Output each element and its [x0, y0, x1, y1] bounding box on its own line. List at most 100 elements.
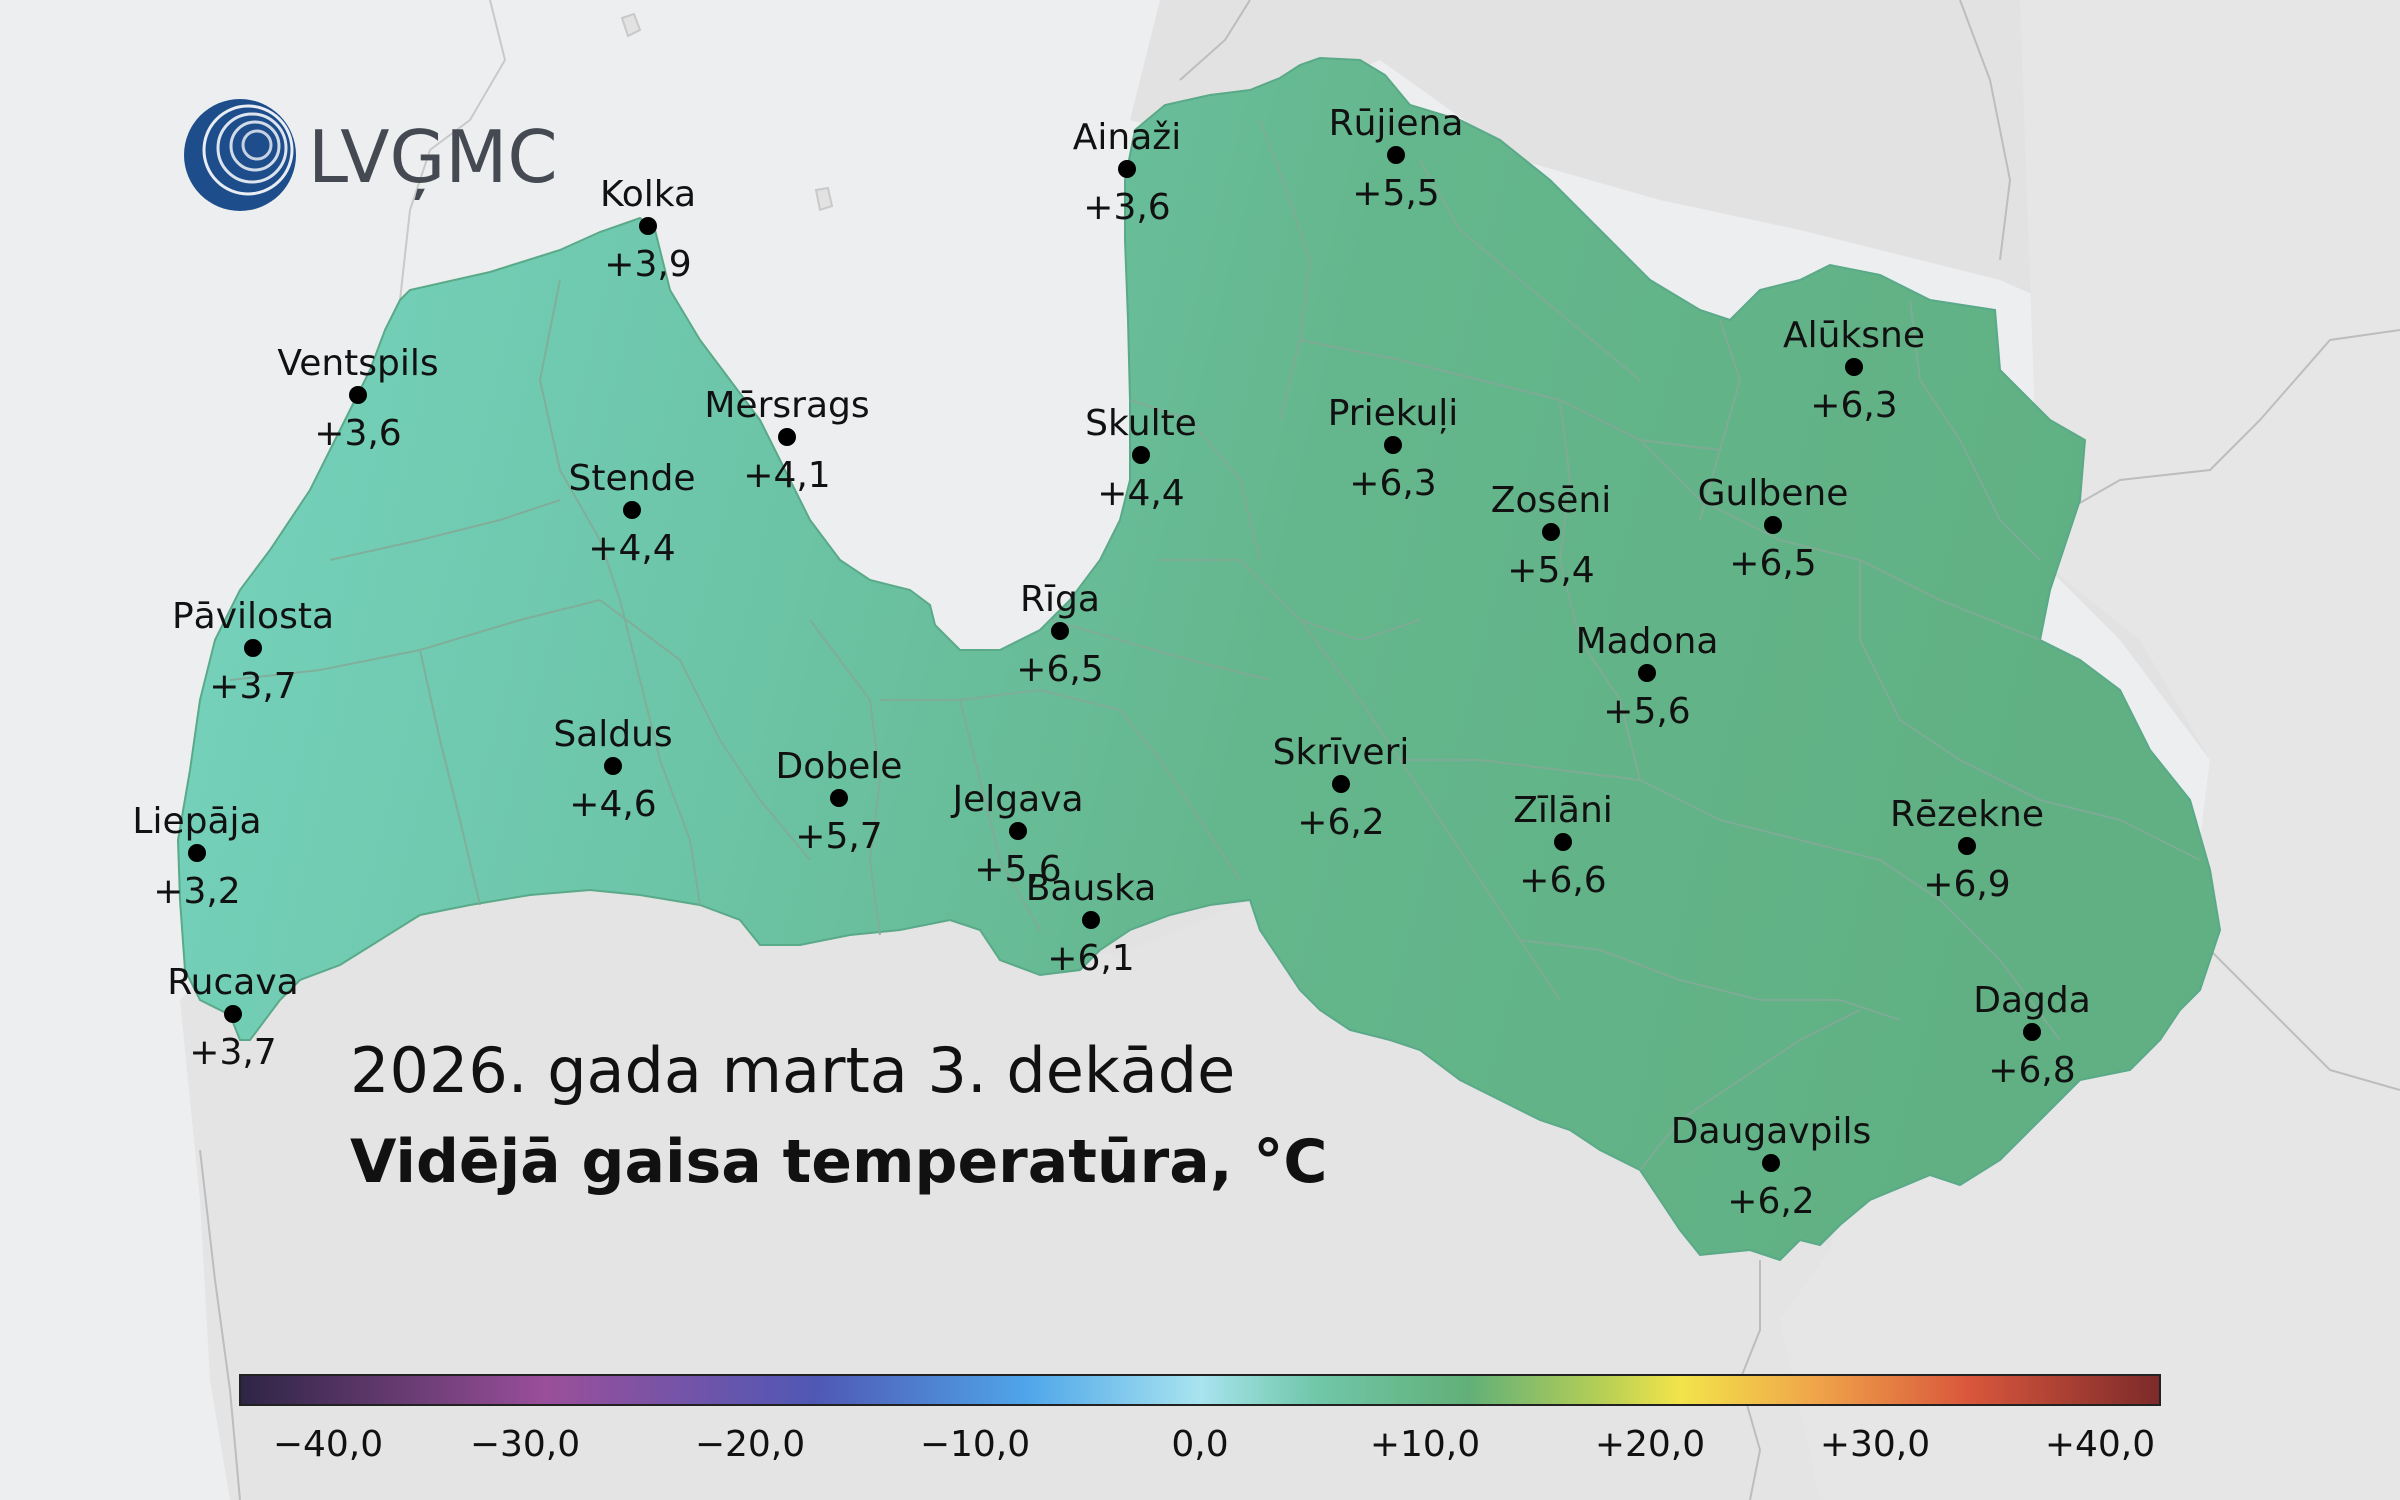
stations-layer: Kolka +3,9 Ventspils +3,6 Mērsrags +4,1 Stende… [132, 103, 2090, 1222]
colorbar-gradient [239, 1374, 2161, 1406]
colorbar-tick-label: +30,0 [1820, 1424, 1930, 1465]
station-name: Jelgava [950, 779, 1083, 820]
station-marker [224, 1005, 242, 1023]
station-marker [830, 789, 848, 807]
station-15: Priekuļi +6,3 [1328, 393, 1459, 504]
station-9: Jelgava +5,6 [950, 779, 1083, 890]
station-value: +6,6 [1519, 860, 1606, 901]
map-title: Vidējā gaisa temperatūra, °C [350, 1127, 1327, 1197]
station-value: +5,4 [1507, 550, 1594, 591]
station-name: Saldus [553, 714, 672, 755]
lvgmc-logo: LVĢMC [184, 99, 558, 211]
colorbar: −40,0 −30,0 −20,0 −10,0 0,0 +10,0 +20,0 +30,0 +4… [239, 1374, 2161, 1465]
station-20: Skrīveri +6,2 [1273, 732, 1410, 843]
station-8: Dobele +5,7 [776, 746, 903, 857]
station-name: Rūjiena [1329, 103, 1464, 144]
station-name: Rucava [167, 962, 298, 1003]
station-marker [1542, 523, 1560, 541]
station-value: +5,6 [1603, 691, 1690, 732]
station-marker [1051, 622, 1069, 640]
map-subtitle: 2026. gada marta 3. dekāde [350, 1034, 1235, 1107]
station-marker [778, 428, 796, 446]
station-name: Mērsrags [704, 385, 869, 426]
station-marker [1132, 446, 1150, 464]
station-14: Rūjiena +5,5 [1329, 103, 1464, 214]
station-6: Liepāja +3,2 [132, 801, 261, 912]
colorbar-tick-label: −30,0 [470, 1424, 580, 1465]
station-value: +6,5 [1016, 649, 1103, 690]
station-marker [349, 386, 367, 404]
station-value: +3,7 [209, 666, 296, 707]
station-17: Alūksne +6,3 [1783, 315, 1925, 426]
colorbar-tick-label: −40,0 [273, 1424, 383, 1465]
station-19: Madona +5,6 [1576, 621, 1719, 732]
station-name: Ainaži [1073, 117, 1181, 158]
station-marker [1958, 837, 1976, 855]
station-value: +6,2 [1297, 802, 1384, 843]
station-marker [1845, 358, 1863, 376]
station-marker [639, 217, 657, 235]
station-value: +3,2 [153, 871, 240, 912]
station-16: Zosēni +5,4 [1491, 480, 1611, 591]
logo-text: LVĢMC [308, 115, 558, 200]
station-name: Zīlāni [1513, 790, 1613, 831]
station-marker [188, 844, 206, 862]
station-marker [1332, 775, 1350, 793]
station-name: Rēzekne [1890, 794, 2044, 835]
station-marker [1387, 146, 1405, 164]
station-value: +6,9 [1923, 864, 2010, 905]
station-value: +4,1 [743, 455, 830, 496]
station-name: Stende [569, 458, 696, 499]
station-value: +5,5 [1352, 173, 1439, 214]
station-name: Dobele [776, 746, 903, 787]
station-name: Priekuļi [1328, 393, 1459, 434]
station-12: Ainaži +3,6 [1073, 117, 1181, 228]
station-2: Mērsrags +4,1 [704, 385, 869, 496]
station-name: Pāvilosta [172, 596, 334, 637]
latvia-territory [176, 56, 2222, 1262]
station-name: Liepāja [132, 801, 261, 842]
station-marker [1638, 664, 1656, 682]
station-24: Daugavpils +6,2 [1671, 1111, 1871, 1222]
station-name: Skulte [1085, 403, 1197, 444]
station-name: Daugavpils [1671, 1111, 1871, 1152]
colorbar-tick-label: 0,0 [1171, 1424, 1228, 1465]
station-name: Madona [1576, 621, 1719, 662]
border-lines [199, 0, 2400, 1500]
station-marker [244, 639, 262, 657]
station-value: +5,7 [795, 816, 882, 857]
station-value: +6,3 [1810, 385, 1897, 426]
station-marker [623, 501, 641, 519]
station-name: Bauska [1026, 868, 1157, 909]
station-value: +3,6 [314, 413, 401, 454]
island [620, 12, 642, 38]
station-marker [1762, 1154, 1780, 1172]
station-7: Rucava +3,7 [167, 962, 298, 1073]
station-name: Ventspils [277, 343, 438, 384]
station-value: +3,6 [1083, 187, 1170, 228]
colorbar-tick-label: −20,0 [695, 1424, 805, 1465]
colorbar-ticks: −40,0 −30,0 −20,0 −10,0 0,0 +10,0 +20,0 +30,0 +4… [273, 1424, 2155, 1465]
station-marker [1384, 436, 1402, 454]
station-value: +4,4 [1097, 473, 1184, 514]
island [814, 186, 834, 212]
station-value: +6,8 [1988, 1050, 2075, 1091]
station-name: Skrīveri [1273, 732, 1410, 773]
station-4: Pāvilosta +3,7 [172, 596, 334, 707]
station-value: +6,1 [1047, 938, 1134, 979]
station-13: Skulte +4,4 [1085, 403, 1197, 514]
station-marker [1082, 911, 1100, 929]
colorbar-tick-label: +20,0 [1595, 1424, 1705, 1465]
colorbar-tick-label: +40,0 [2045, 1424, 2155, 1465]
colorbar-tick-label: +10,0 [1370, 1424, 1480, 1465]
station-value: +6,2 [1727, 1181, 1814, 1222]
station-name: Zosēni [1491, 480, 1611, 521]
station-5: Saldus +4,6 [553, 714, 672, 825]
station-0: Kolka +3,9 [600, 174, 696, 285]
station-value: +3,7 [189, 1032, 276, 1073]
station-marker [1764, 516, 1782, 534]
station-name: Rīga [1020, 579, 1100, 620]
station-marker [1009, 822, 1027, 840]
